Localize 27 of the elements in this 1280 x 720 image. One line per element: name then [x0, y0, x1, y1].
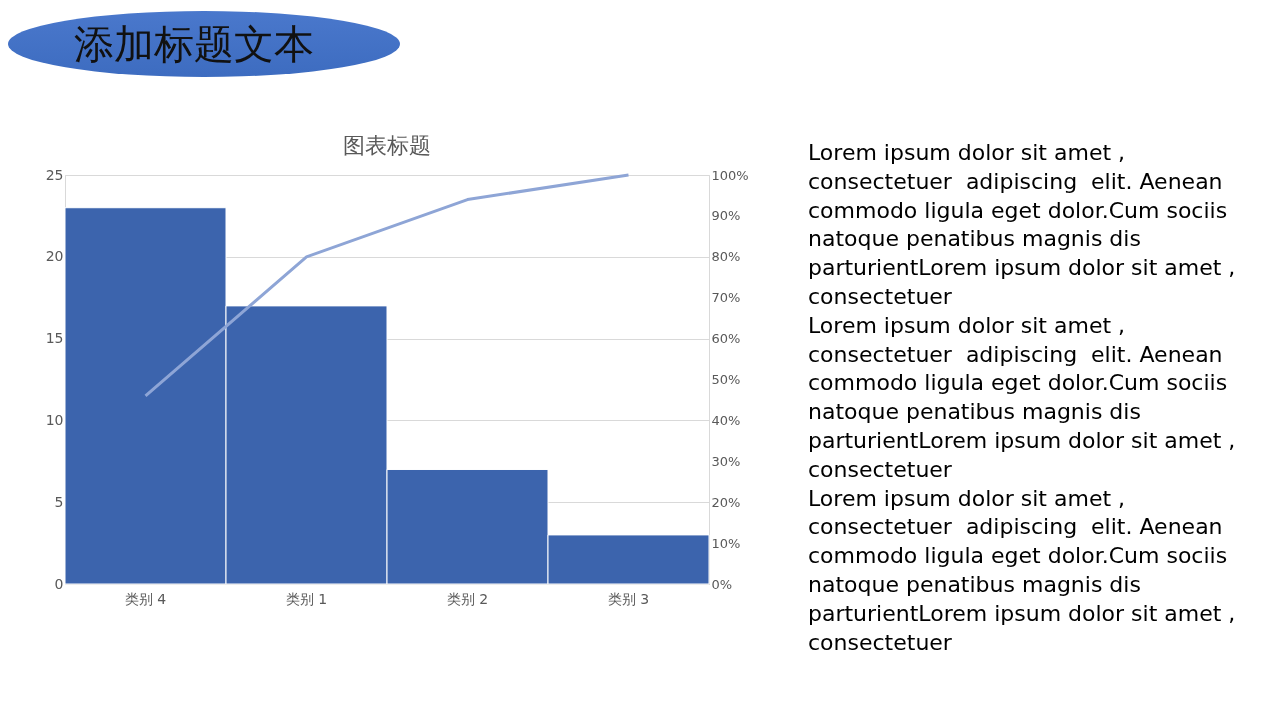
x-tick-label: 类别 3 — [607, 590, 650, 607]
x-tick-label: 类别 1 — [285, 590, 328, 607]
text: Lorem ipsum dolor sit amet , consectetuer adipiscing elit. Aenean commodo ligula eget dolor.Cum sociis natoque penatibus magnis dis parturientLorem ipsum dolor sit amet , consectetuer — [808, 484, 1237, 657]
y-tick-label: 15 — [45, 330, 64, 347]
y-tick-label: 10 — [45, 411, 64, 428]
y2-tick-label: 70% — [711, 290, 741, 306]
y2-tick-label: 100% — [711, 167, 749, 183]
chart-subtitle: 图表标题 — [343, 133, 431, 158]
chart-title: 添加标题文本 — [8, 11, 400, 77]
line-series — [144, 173, 630, 398]
y2-tick-label: 10% — [711, 535, 741, 551]
text: Lorem ipsum dolor sit amet , consectetuer adipiscing elit. Aenean commodo ligula eget dolor.Cum sociis natoque penatibus magnis dis parturientLorem ipsum dolor sit amet , consectetuer — [808, 139, 1237, 311]
y-tick-label: 5 — [54, 493, 64, 510]
y-tick-label: 25 — [45, 166, 64, 183]
y2-tick-label: 0% — [711, 576, 733, 592]
x-tick-label: 类别 2 — [446, 590, 489, 607]
y2-tick-label: 20% — [711, 494, 741, 510]
y2-tick-label: 90% — [711, 208, 741, 224]
y2-tick-label: 60% — [711, 331, 741, 347]
y2-tick-label: 80% — [711, 249, 741, 265]
y-tick-label: 0 — [54, 575, 64, 592]
y2-tick-label: 40% — [711, 412, 741, 428]
y-tick-label: 20 — [45, 248, 64, 265]
y2-tick-label: 30% — [711, 453, 741, 469]
y2-tick-label: 50% — [711, 372, 741, 387]
x-tick-label: 类别 4 — [124, 590, 167, 607]
text: Lorem ipsum dolor sit amet , consectetuer adipiscing elit. Aenean commodo ligula eget dolor.Cum sociis natoque penatibus magnis dis parturientLorem ipsum dolor sit amet , consectetuer — [808, 311, 1237, 484]
